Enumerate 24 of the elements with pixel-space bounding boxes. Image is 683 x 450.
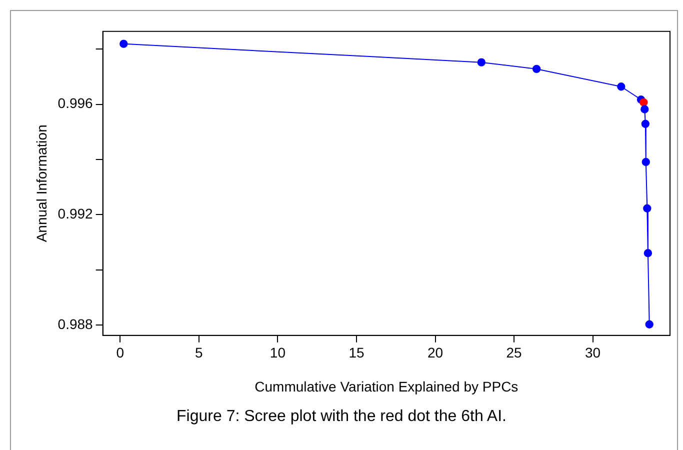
x-tick-label: 5 (195, 344, 204, 361)
point (640, 98, 648, 106)
y-tick-label: 0.996 (58, 95, 94, 112)
x-tick-label: 15 (348, 344, 364, 361)
y-tick-label: 0.988 (58, 316, 94, 332)
point (532, 64, 541, 74)
point (644, 249, 652, 258)
point (617, 82, 626, 91)
x-tick-label: 30 (585, 344, 601, 361)
point (120, 40, 128, 48)
point (643, 204, 652, 212)
x-tick-label: 25 (506, 344, 522, 361)
point (640, 105, 649, 114)
caption: Figure 7: Scree plot with the red dot the 6th AI. (176, 408, 508, 426)
point (477, 58, 486, 66)
x-axis-title: Cummulative Variation Explained by PPCs (254, 378, 518, 394)
x-tick-label: 0 (116, 344, 124, 361)
point (645, 320, 654, 328)
x-tick-label: 10 (270, 344, 286, 361)
y-axis-title: Annual Information (33, 124, 50, 242)
x-tick-label: 20 (427, 344, 444, 361)
y-tick-label: 0.992 (58, 206, 94, 222)
point (642, 158, 650, 166)
point (641, 120, 650, 128)
